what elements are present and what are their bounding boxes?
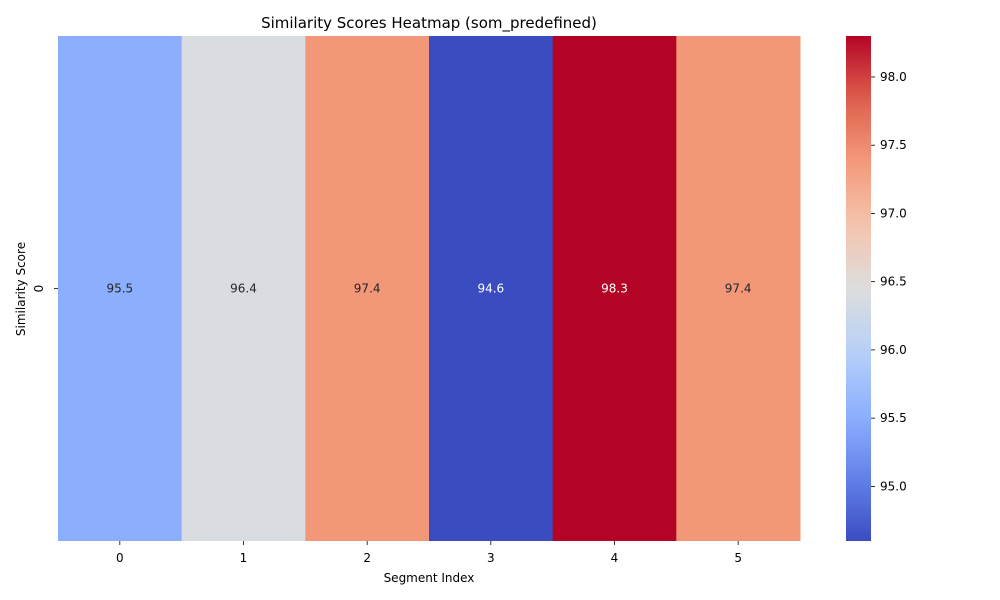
cell-value-label: 96.4 bbox=[230, 282, 257, 296]
x-tick-label: 1 bbox=[240, 551, 248, 565]
heatmap-cell bbox=[429, 36, 554, 541]
y-axis-label: Similarity Score bbox=[14, 242, 28, 336]
chart-title: Similarity Scores Heatmap (som_predefine… bbox=[261, 14, 597, 33]
heatmap-cell bbox=[181, 36, 306, 541]
y-tick-label: 0 bbox=[32, 285, 46, 293]
cell-value-label: 97.4 bbox=[725, 282, 752, 296]
heatmap-cell bbox=[305, 36, 430, 541]
colorbar-ticks: 95.0 95.5 96.0 96.5 97.0 97.5 98.0 bbox=[871, 70, 907, 493]
colorbar-tick-label: 95.0 bbox=[880, 479, 907, 493]
heatmap-cells bbox=[58, 36, 801, 541]
cell-value-label: 98.3 bbox=[601, 282, 628, 296]
x-axis-ticks: 0 1 2 3 4 5 bbox=[116, 541, 742, 565]
heatmap-cell-labels: 95.5 96.4 97.4 94.6 98.3 97.4 bbox=[106, 282, 751, 296]
colorbar-tick-label: 96.0 bbox=[880, 343, 907, 357]
colorbar-tick-label: 97.0 bbox=[880, 206, 907, 220]
x-axis-label: Segment Index bbox=[384, 571, 475, 585]
colorbar bbox=[846, 36, 871, 541]
x-tick-label: 4 bbox=[611, 551, 619, 565]
x-tick-label: 0 bbox=[116, 551, 124, 565]
y-axis-ticks: 0 bbox=[32, 285, 58, 293]
heatmap-cell bbox=[676, 36, 801, 541]
heatmap-cell bbox=[58, 36, 183, 541]
x-tick-label: 2 bbox=[363, 551, 371, 565]
colorbar-tick-label: 98.0 bbox=[880, 70, 907, 84]
cell-value-label: 94.6 bbox=[477, 282, 504, 296]
colorbar-tick-label: 97.5 bbox=[880, 138, 907, 152]
colorbar-tick-label: 95.5 bbox=[880, 411, 907, 425]
x-tick-label: 3 bbox=[487, 551, 495, 565]
cell-value-label: 95.5 bbox=[106, 282, 133, 296]
colorbar-tick-label: 96.5 bbox=[880, 275, 907, 289]
cell-value-label: 97.4 bbox=[354, 282, 381, 296]
x-tick-label: 5 bbox=[734, 551, 742, 565]
heatmap-cell bbox=[552, 36, 677, 541]
